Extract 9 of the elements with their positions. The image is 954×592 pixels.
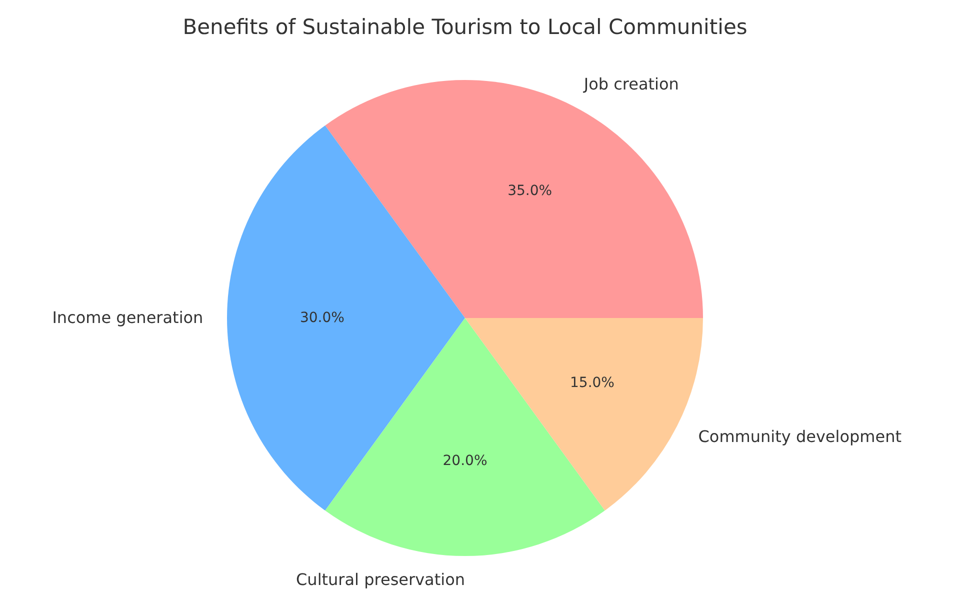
chart-title: Benefits of Sustainable Tourism to Local Communities — [182, 15, 748, 39]
data-label: 30.0% — [300, 310, 344, 326]
slice-label: Job creation — [582, 74, 679, 94]
data-label: 15.0% — [570, 374, 614, 391]
data-label: 20.0% — [442, 452, 488, 469]
slice-label: Income generation — [52, 308, 204, 327]
slice-label: Cultural preservation — [296, 570, 465, 589]
slice-label: Community development — [698, 426, 902, 446]
data-label: 35.0% — [508, 182, 552, 199]
